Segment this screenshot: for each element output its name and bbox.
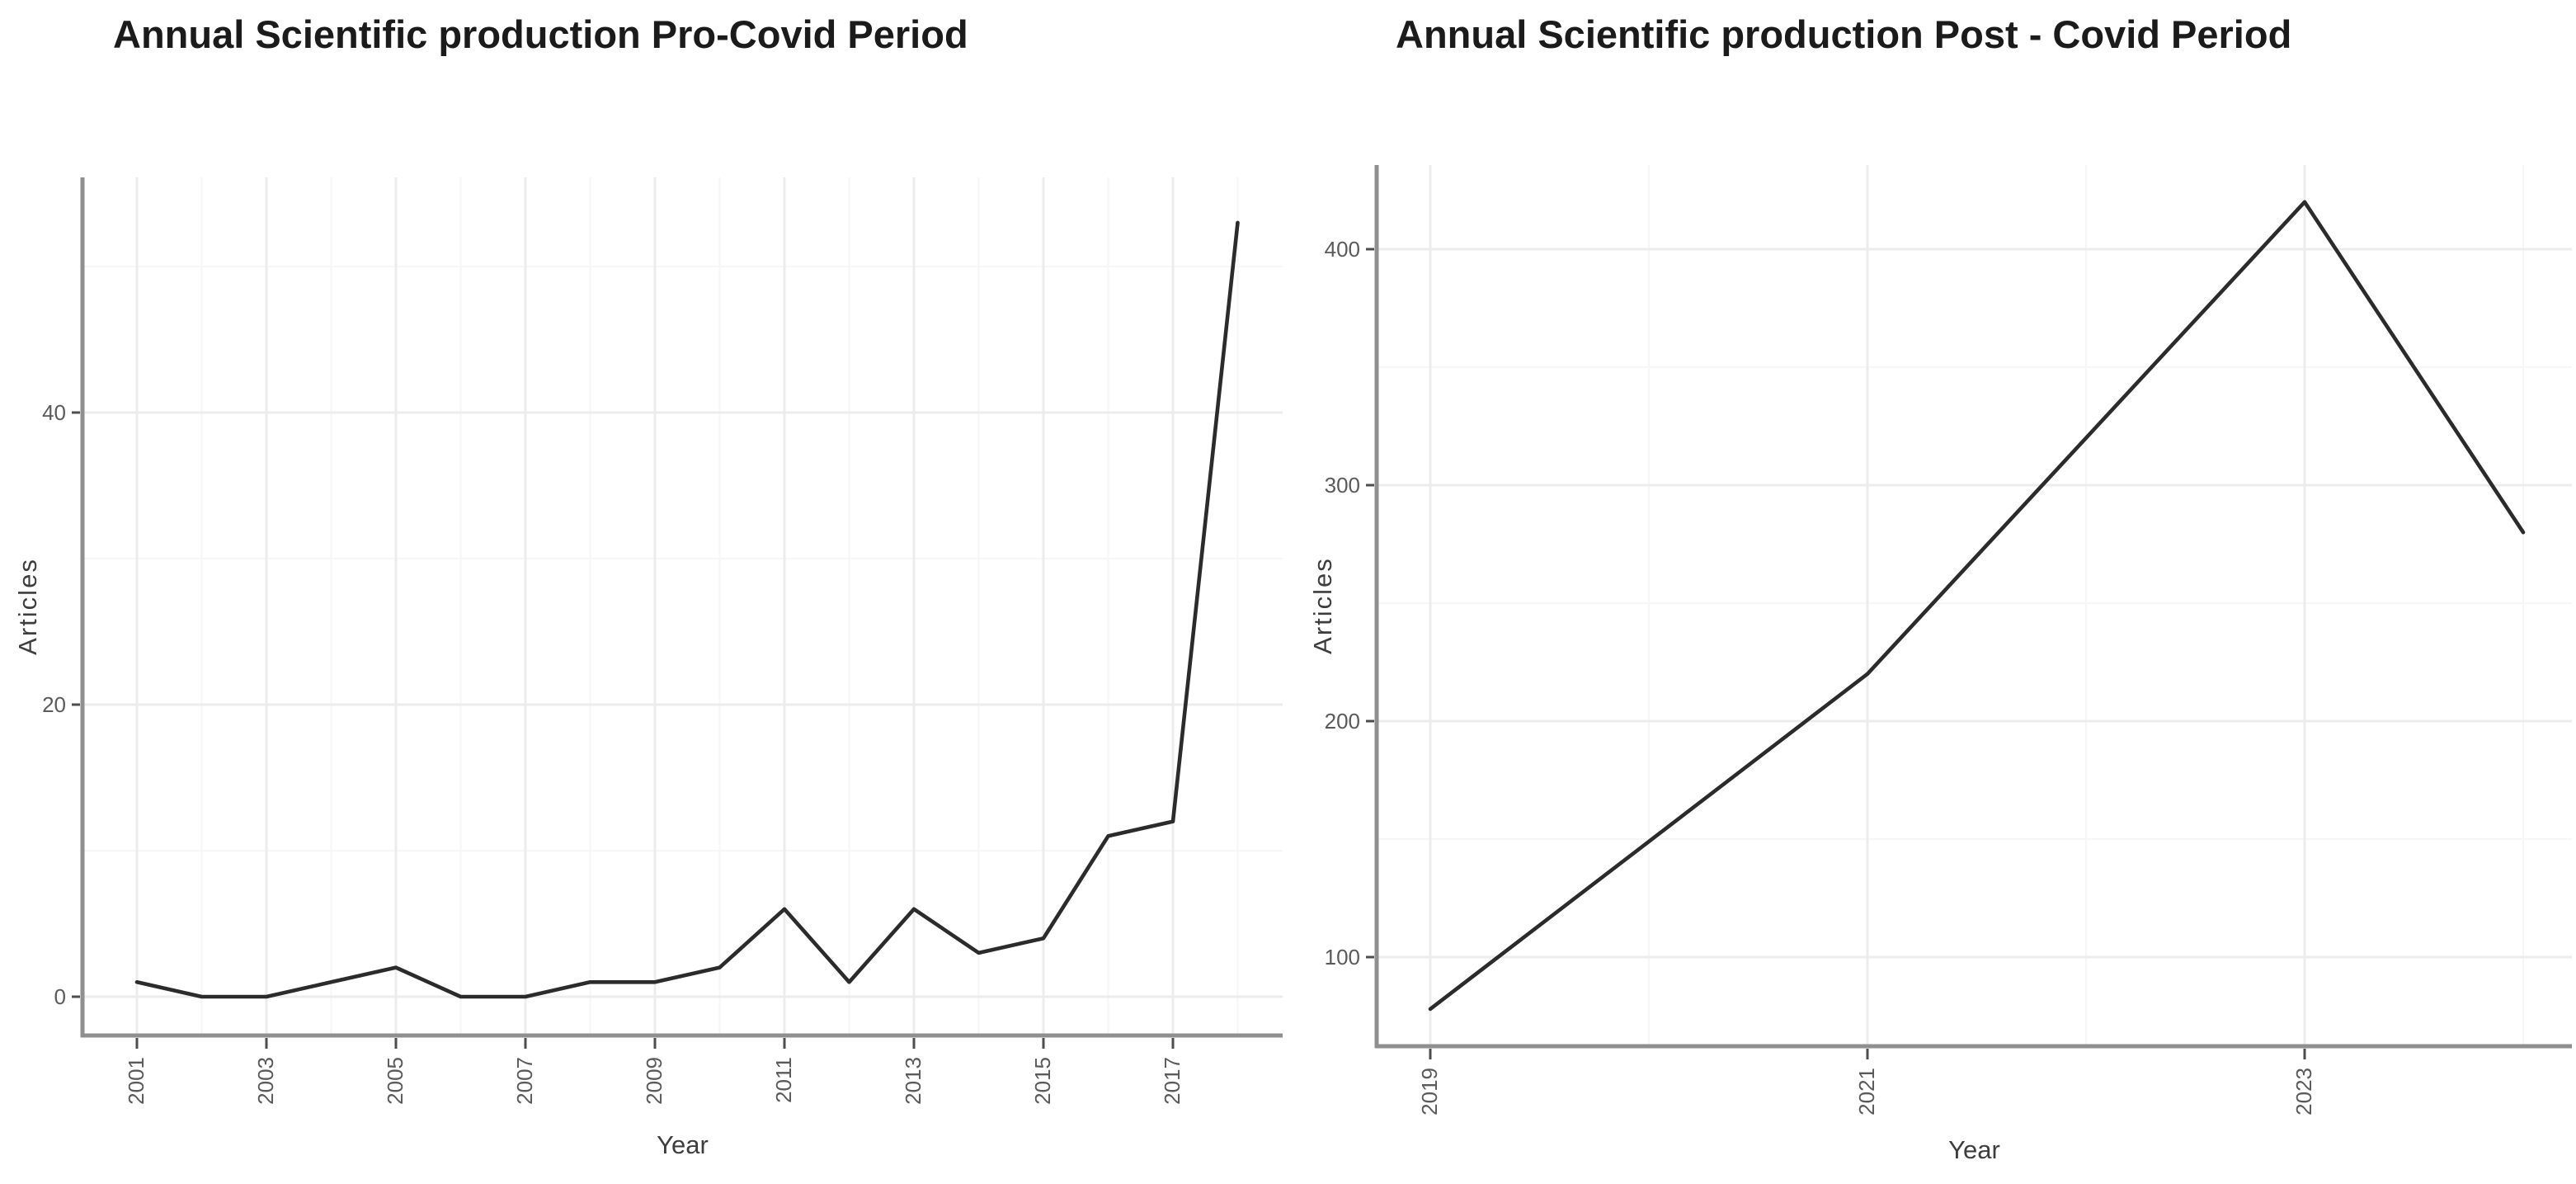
x-tick-label: 2017 bbox=[1160, 1057, 1184, 1105]
pre-covid-chart-title: Annual Scientific production Pro-Covid P… bbox=[113, 12, 968, 56]
x-tick-label: 2005 bbox=[383, 1057, 407, 1105]
x-tick-label: 2009 bbox=[642, 1057, 666, 1105]
x-tick-label: 2015 bbox=[1030, 1057, 1055, 1105]
x-tick-label: 2021 bbox=[1854, 1068, 1879, 1116]
articles-series-line bbox=[1428, 200, 2526, 1012]
x-tick-label: 2023 bbox=[2291, 1068, 2316, 1116]
y-axis-label: Articles bbox=[13, 558, 42, 655]
y-tick-label: 40 bbox=[42, 400, 66, 425]
y-tick-label: 200 bbox=[1325, 709, 1360, 734]
post-covid-chart-title: Annual Scientific production Post - Covi… bbox=[1396, 12, 2292, 56]
x-axis-label: Year bbox=[1948, 1135, 2000, 1164]
pre-covid-chart-panel: 2001 2003 2005 2007 2009 2011 2013 2015 2017 0 20 4… bbox=[13, 177, 1283, 1159]
x-axis-label: Year bbox=[657, 1130, 709, 1159]
y-tick-label: 100 bbox=[1325, 945, 1360, 969]
x-tick-label: 2001 bbox=[124, 1057, 148, 1105]
x-tick-label: 2013 bbox=[901, 1057, 925, 1105]
y-tick-label: 300 bbox=[1325, 473, 1360, 498]
x-tick-label: 2019 bbox=[1417, 1068, 1442, 1116]
y-tick-label: 0 bbox=[54, 984, 66, 1009]
y-axis-label: Articles bbox=[1308, 557, 1337, 654]
y-tick-label: 20 bbox=[42, 692, 66, 717]
articles-series-line bbox=[134, 220, 1240, 999]
post-covid-chart-panel: 2019 2021 2023 100 200 300 400 Year Articles bbox=[1308, 165, 2572, 1164]
x-tick-label: 2003 bbox=[253, 1057, 278, 1105]
x-tick-label: 2007 bbox=[512, 1057, 537, 1105]
x-tick-label: 2011 bbox=[771, 1057, 796, 1103]
y-tick-label: 400 bbox=[1325, 237, 1360, 262]
